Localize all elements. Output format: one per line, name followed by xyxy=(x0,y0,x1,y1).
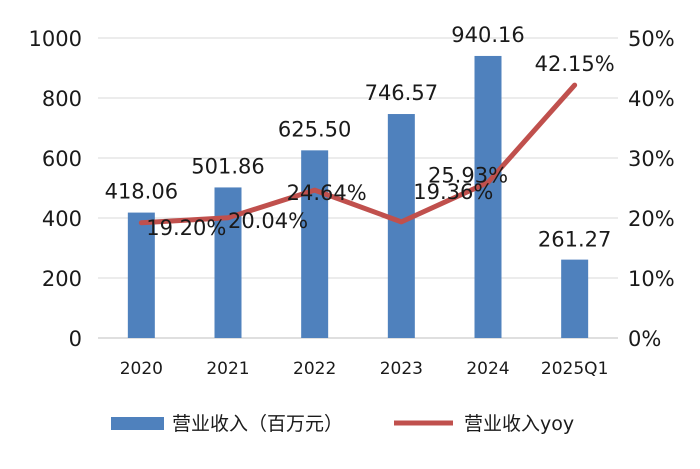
x-tick-label: 2024 xyxy=(466,359,509,379)
bar-value-label: 418.06 xyxy=(105,180,178,204)
right-axis: 0% 10% 20% 30% 40% 50% xyxy=(628,27,675,351)
left-tick-label: 0 xyxy=(69,327,82,351)
legend-line-label: 营业收入yoy xyxy=(464,413,574,435)
bar xyxy=(474,55,502,339)
line-value-label: 19.36% xyxy=(413,180,493,204)
right-tick-label: 10% xyxy=(628,267,675,291)
x-tick-label: 2022 xyxy=(293,359,336,379)
bar xyxy=(387,114,415,339)
bar-value-label: 261.27 xyxy=(538,228,611,252)
x-tick-label: 2023 xyxy=(380,359,423,379)
legend-bar-label: 营业收入（百万元） xyxy=(172,413,343,435)
left-tick-label: 400 xyxy=(42,207,82,231)
legend: 营业收入（百万元） 营业收入yoy xyxy=(111,413,574,435)
right-tick-label: 0% xyxy=(628,327,661,351)
line-value-label: 19.20% xyxy=(146,216,226,240)
bar-value-label: 625.50 xyxy=(278,117,351,141)
right-tick-label: 40% xyxy=(628,87,675,111)
x-tick-label: 2021 xyxy=(206,359,249,379)
bar-value-label: 940.16 xyxy=(451,23,524,47)
line-value-label: 20.04% xyxy=(228,209,308,233)
left-tick-label: 800 xyxy=(42,87,82,111)
bar-value-label: 746.57 xyxy=(365,81,438,105)
right-tick-label: 50% xyxy=(628,27,675,51)
x-axis: 2020 2021 2022 2023 2024 2025Q1 xyxy=(120,359,609,379)
line-data-labels: 19.20% 20.04% 24.64% 19.36%25.93% 42.15% xyxy=(146,52,614,240)
line-value-label: 42.15% xyxy=(535,52,615,76)
right-tick-label: 30% xyxy=(628,147,675,171)
x-tick-label: 2020 xyxy=(120,359,163,379)
bar xyxy=(301,150,329,338)
left-tick-label: 1000 xyxy=(29,27,82,51)
left-tick-label: 200 xyxy=(42,267,82,291)
right-tick-label: 20% xyxy=(628,207,675,231)
bar-value-label: 501.86 xyxy=(191,154,264,178)
legend-bar-swatch xyxy=(111,417,164,430)
bar xyxy=(127,212,155,338)
x-tick-label: 2025Q1 xyxy=(541,359,608,379)
left-tick-label: 600 xyxy=(42,147,82,171)
line-value-label: 25.93% xyxy=(428,163,508,187)
line-value-label: 24.64% xyxy=(287,181,367,205)
bar-data-labels: 418.06 501.86 625.50 746.57 940.16 261.27 xyxy=(105,23,612,252)
bar xyxy=(561,259,589,338)
line-series xyxy=(138,82,578,226)
left-axis: 0 200 400 600 800 1000 xyxy=(29,27,82,351)
line-path xyxy=(138,82,578,226)
